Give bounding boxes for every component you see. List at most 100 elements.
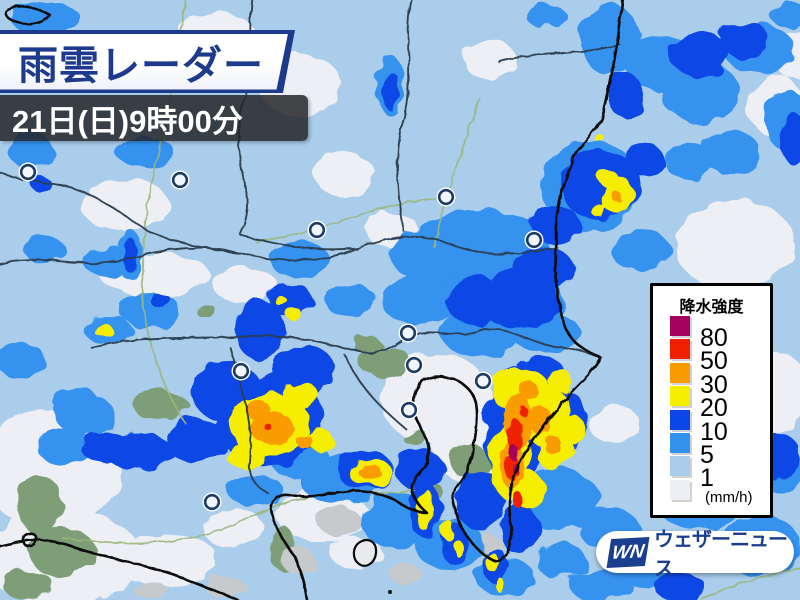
rain-cell-r50 [513, 492, 523, 508]
legend-label: 10 [700, 417, 728, 446]
rain-cell-r50 [507, 419, 523, 451]
legend-swatch [670, 433, 690, 453]
rain-cell-r20 [287, 309, 303, 321]
rain-cell-r5 [570, 567, 630, 600]
rain-cell-r30 [528, 406, 552, 434]
datetime-label: 21日(日)9時00分 [12, 103, 243, 139]
city-marker [525, 231, 543, 249]
rain-cell-r10 [382, 70, 398, 110]
rain-cell-gray [318, 508, 362, 536]
rain-cell-r5 [665, 144, 715, 180]
rain-cell-green [195, 303, 215, 317]
rain-cell-r20 [597, 169, 617, 185]
rain-cell-gray [132, 582, 168, 598]
legend-label: 80 [700, 324, 728, 352]
rain-cell-r20 [592, 206, 608, 218]
road-lines [61, 0, 800, 600]
rain-cell-r10 [720, 22, 770, 58]
rain-cell-r5 [324, 284, 376, 316]
rain-cell-r10 [32, 177, 52, 193]
coastline [0, 0, 625, 600]
rain-cell-r20 [282, 381, 318, 409]
rain-cell-r10 [515, 248, 575, 292]
rain-cell-r20 [276, 297, 288, 307]
rain-50mm-layer [264, 407, 528, 508]
legend-swatch [670, 386, 690, 407]
legend-swatch [670, 479, 690, 500]
rain-cell-green [3, 570, 53, 600]
oshima-island [352, 538, 378, 567]
legend-label: 5 [700, 441, 714, 469]
rain-cell-green [132, 391, 188, 419]
rain-cell-r20 [593, 133, 603, 141]
rain-cell-white [589, 407, 641, 443]
rain-cell-r20 [453, 540, 463, 556]
legend-title: 降水強度 [679, 299, 744, 316]
rain-cell-r10 [165, 418, 225, 462]
city-marker [405, 356, 423, 374]
weathernews-wordmark: ウェザーニュース [654, 529, 788, 580]
city-marker [232, 362, 250, 380]
rain-cell-r30 [246, 400, 270, 420]
rain-cell-green [352, 335, 380, 353]
city-marker [399, 324, 417, 342]
prefecture-borders [0, 0, 621, 495]
rain-cell-r5 [525, 3, 565, 27]
islet [388, 590, 392, 594]
rain-cell-r10 [268, 282, 312, 318]
datetime-banner: 21日(日)9時00分 [0, 95, 308, 141]
page-title: 雨雲レーダー [18, 43, 264, 88]
legend-unit: (mm/h) [705, 489, 753, 506]
precipitation-legend: 降水強度 80 50 30 20 10 5 1 (mm/h) [650, 283, 773, 518]
rain-cell-r10 [607, 73, 643, 117]
rain-cell-r30 [358, 465, 382, 479]
rain-cell-white [202, 507, 262, 547]
rain-cell-r5 [0, 342, 45, 378]
city-marker [171, 171, 189, 189]
rain-cell-r20 [565, 416, 585, 444]
rain-cell-r5 [390, 229, 470, 281]
rain-cell-r20 [486, 552, 498, 572]
rain-cell-r5 [37, 429, 93, 465]
city-markers [18, 162, 544, 512]
title-banner: 雨雲レーダー [0, 30, 295, 93]
rain-cell-r20 [548, 370, 572, 390]
rain-cell-r10 [235, 300, 285, 360]
wn-logo-mark: WN [606, 536, 650, 568]
rain-cell-r10 [80, 432, 130, 462]
rain-cell-r30 [612, 192, 622, 202]
rain-cell-green [18, 475, 62, 535]
rain-cell-r30 [250, 412, 294, 444]
rain-cell-r5 [25, 236, 65, 264]
title-banner-inner: 雨雲レーダー [0, 33, 288, 90]
rain-cell-r10 [500, 505, 540, 555]
city-marker [400, 401, 418, 419]
rain-cell-r5 [580, 5, 640, 75]
rain-cell-r5 [8, 132, 52, 168]
rain-cell-r80 [509, 444, 517, 460]
weathernews-logo: WN ウェザーニュース [596, 529, 794, 580]
legend-swatch [670, 316, 690, 336]
rain-cell-white [675, 200, 795, 290]
rain-cell-r5 [660, 62, 740, 122]
rain-cell-gray [389, 564, 421, 584]
rain-cell-r50 [520, 407, 528, 417]
rain-cell-r10 [455, 470, 505, 530]
rain-cell-r30 [297, 435, 313, 449]
legend-label: 30 [700, 370, 728, 399]
rain-cell-r5 [227, 474, 283, 506]
rain-10mm-layer [32, 22, 800, 600]
rain-cell-green [402, 429, 428, 445]
rain-cell-r5 [610, 230, 670, 270]
rain-cell-r30 [545, 435, 561, 455]
rain-cell-r20 [306, 430, 334, 450]
legend-swatch [670, 456, 690, 477]
rain-cell-r30 [518, 381, 538, 399]
city-marker [474, 372, 492, 390]
rain-cell-white [213, 267, 277, 303]
rain-cell-r20 [225, 443, 265, 467]
rain-cell-green [359, 346, 411, 378]
rain-cell-white [122, 534, 218, 586]
rain-cell-r10 [780, 115, 800, 165]
